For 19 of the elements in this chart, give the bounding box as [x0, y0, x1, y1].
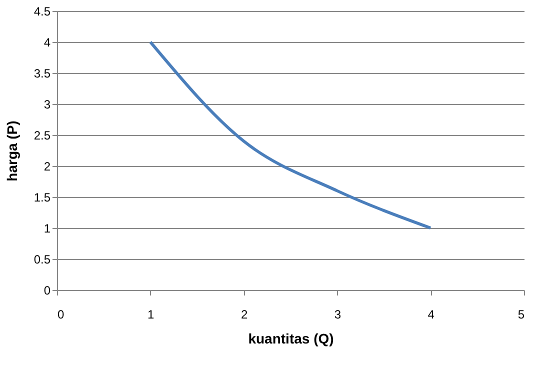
y-tick-label: 1: [44, 222, 51, 236]
y-axis-title: harga (P): [4, 120, 20, 182]
x-tick-label: 3: [334, 308, 342, 322]
y-tick-label: 0.5: [34, 252, 51, 266]
line-series: [148, 40, 432, 230]
y-tick-label: 3: [44, 98, 51, 112]
x-tick-label: 0: [58, 308, 64, 322]
x-tick-label: 4: [428, 308, 435, 322]
y-tick-label: 3.5: [34, 66, 51, 80]
y-tick-label: 0: [44, 284, 51, 298]
y-tick-label: 2.5: [34, 128, 51, 142]
y-tick-label: 4.5: [34, 4, 51, 18]
y-tick-label: 4: [44, 36, 51, 50]
x-tick-label: 5: [518, 308, 525, 322]
x-tick-label: 2: [240, 308, 248, 322]
x-tick-label: 1: [148, 308, 155, 322]
x-axis-title: kuantitas (Q): [248, 330, 334, 346]
y-tick-label: 1.5: [34, 190, 51, 204]
y-tick-label: 2: [44, 160, 51, 174]
